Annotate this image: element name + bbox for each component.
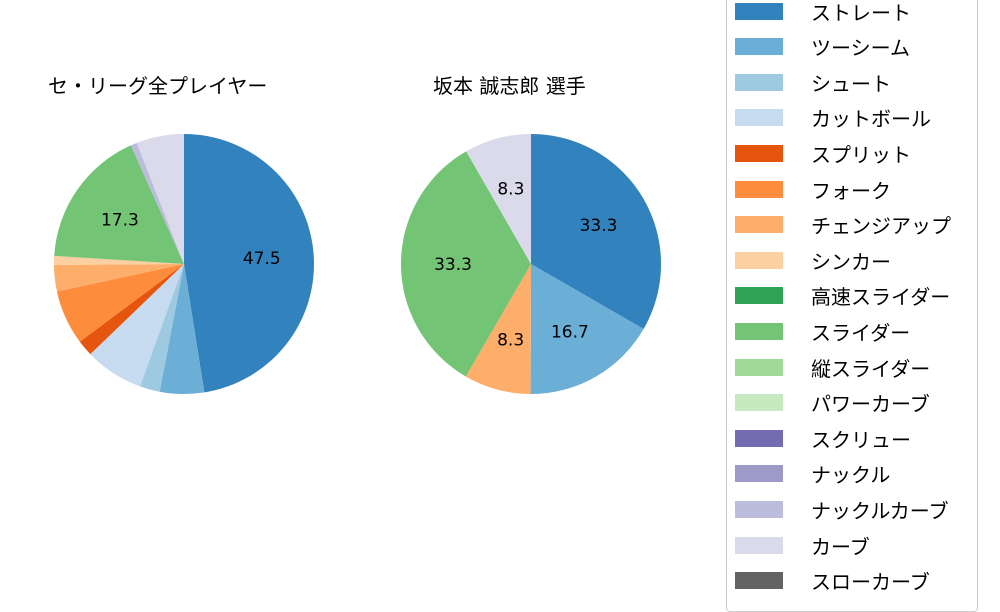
legend-item: ストレート <box>735 0 911 25</box>
legend-swatch <box>735 216 783 234</box>
pie-slice <box>54 255 184 265</box>
legend-item: シュート <box>735 70 891 96</box>
legend-swatch <box>735 572 783 590</box>
legend-label: スローカーブ <box>811 570 930 595</box>
legend-item: チェンジアップ <box>735 213 951 239</box>
pie-slice <box>531 134 662 329</box>
legend-item: スクリュー <box>735 426 911 452</box>
legend-label: カットボール <box>811 107 931 132</box>
right-chart-title: 坂本 誠志郎 選手 <box>433 74 586 98</box>
legend-swatch <box>735 251 783 269</box>
legend-label: スプリット <box>811 142 911 167</box>
legend-item: ナックルカーブ <box>735 497 949 523</box>
legend-label: スライダー <box>811 320 911 345</box>
slice-label: 16.7 <box>551 323 589 343</box>
legend-label: ツーシーム <box>811 36 910 61</box>
legend: ストレートツーシームシュートカットボール スプリットフォークチェンジアップ シンカー… <box>726 0 978 612</box>
legend-swatch <box>735 109 783 127</box>
legend-item: 高速スライダー <box>735 284 951 310</box>
left-chart-title: セ・リーグ全プレイヤー <box>48 74 268 98</box>
legend-swatch <box>735 73 783 91</box>
legend-swatch <box>735 500 783 518</box>
pie-slice <box>184 134 314 393</box>
legend-label: 高速スライダー <box>811 285 951 310</box>
slice-label: 47.5 <box>243 249 281 269</box>
legend-swatch <box>735 38 783 56</box>
legend-item: ナックル <box>735 462 891 488</box>
pie-charts: 47.5 17.3 33.3 16.7 8.3 33.3 8.3 <box>54 134 662 394</box>
legend-swatch <box>735 394 783 412</box>
slice-label: 8.3 <box>497 180 524 200</box>
legend-label: シンカー <box>811 249 891 274</box>
pie-slice <box>79 264 184 355</box>
legend-item: パワーカーブ <box>735 391 930 417</box>
slice-label: 8.3 <box>497 330 524 350</box>
legend-label: カーブ <box>811 534 870 559</box>
legend-item: カーブ <box>735 533 870 559</box>
legend-label: 縦スライダー <box>811 356 931 381</box>
legend-label: シュート <box>811 71 891 96</box>
slice-label: 33.3 <box>434 255 472 275</box>
legend-label: スクリュー <box>811 427 911 452</box>
legend-label: フォーク <box>811 178 891 203</box>
legend-swatch <box>735 180 783 198</box>
pie-slice <box>54 264 185 292</box>
pie-slice <box>136 134 184 264</box>
legend-item: スライダー <box>735 319 911 345</box>
pie-slice <box>466 134 531 264</box>
legend-item: スプリット <box>735 141 911 167</box>
legend-swatch <box>735 2 783 20</box>
legend-label: パワーカーブ <box>811 392 930 417</box>
pie-slice <box>400 151 531 377</box>
legend-item: シンカー <box>735 248 891 274</box>
legend-item: 縦スライダー <box>735 355 931 381</box>
pie-slice <box>465 264 531 394</box>
legend-label: ストレート <box>811 0 911 25</box>
slice-label: 17.3 <box>101 211 139 231</box>
legend-swatch <box>735 465 783 483</box>
legend-swatch <box>735 358 783 376</box>
pie-slice <box>530 264 644 394</box>
legend-label: チェンジアップ <box>811 214 951 239</box>
legend-item: ツーシーム <box>735 35 910 61</box>
pie-slice <box>139 264 184 392</box>
legend-swatch <box>735 429 783 447</box>
legend-item: カットボール <box>735 106 931 132</box>
slice-label: 33.3 <box>580 216 618 236</box>
pie-slice <box>54 145 184 264</box>
pie-slice <box>56 264 185 342</box>
pie-slice <box>90 264 184 387</box>
legend-label: ナックルカーブ <box>811 498 949 523</box>
legend-item: スローカーブ <box>735 569 930 595</box>
legend-item: フォーク <box>735 177 891 203</box>
pie-slice <box>130 142 184 264</box>
pie-left: 47.5 17.3 <box>54 134 314 394</box>
legend-swatch <box>735 287 783 305</box>
pie-right: 33.3 16.7 8.3 33.3 8.3 <box>400 134 662 394</box>
legend-swatch <box>735 536 783 554</box>
legend-swatch <box>735 322 783 340</box>
legend-swatch <box>735 144 783 162</box>
legend-label: ナックル <box>811 463 891 488</box>
pie-slice <box>159 264 205 394</box>
